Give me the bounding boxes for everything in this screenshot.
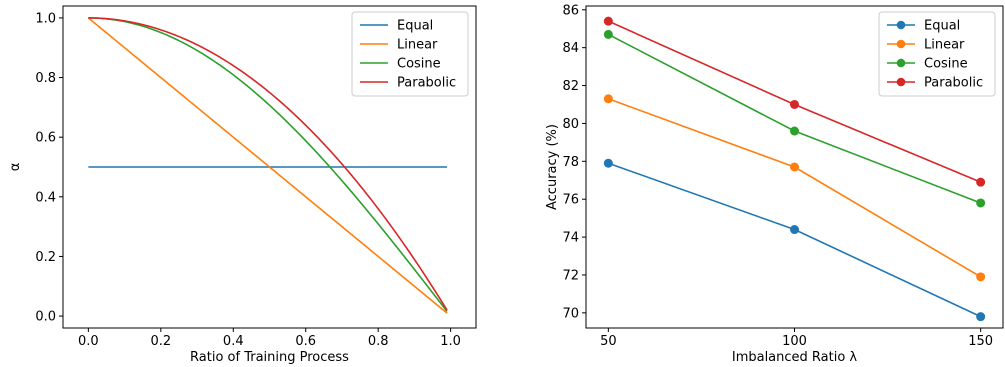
legend-label: Cosine bbox=[924, 57, 968, 72]
y-tick-label: 86 bbox=[562, 3, 579, 18]
data-point-equal bbox=[790, 225, 799, 235]
y-tick-label: 78 bbox=[562, 155, 579, 170]
series-line-equal bbox=[608, 162, 981, 318]
legend-label: Linear bbox=[924, 38, 965, 53]
plot-frame bbox=[62, 5, 477, 329]
series-line-linear bbox=[608, 98, 982, 278]
alpha-schedule-plot: 0.0 0.2 0.4 0.6 0.8 1.0 0.0 0.2 0.4 0.6 0.8 1.0 Rati… bbox=[8, 5, 477, 365]
x-tick-label: 0.4 bbox=[223, 334, 244, 349]
data-point-linear bbox=[976, 272, 986, 282]
data-point-equal bbox=[603, 158, 613, 168]
y-axis-label: Accuracy (%) bbox=[545, 124, 560, 210]
series-line-parabolic bbox=[88, 17, 448, 311]
data-point-parabolic bbox=[976, 177, 986, 187]
y-tick-label: 0.2 bbox=[35, 250, 56, 265]
y-tick-label: 70 bbox=[562, 306, 579, 321]
data-point-linear bbox=[603, 94, 613, 104]
legend-label: Equal bbox=[924, 19, 960, 34]
y-tick-label: 1.0 bbox=[35, 11, 56, 26]
data-point-cosine bbox=[976, 198, 986, 208]
y-tick-label: 72 bbox=[562, 268, 579, 283]
legend bbox=[351, 11, 469, 97]
y-tick-label: 80 bbox=[562, 117, 579, 132]
legend-label: Equal bbox=[397, 19, 433, 34]
x-tick-label: 1.0 bbox=[440, 334, 461, 349]
y-tick-label: 0.6 bbox=[35, 131, 56, 146]
legend-label: Cosine bbox=[397, 57, 441, 72]
legend-label: Parabolic bbox=[397, 76, 456, 91]
legend-marker bbox=[896, 58, 906, 68]
y-tick-label: 82 bbox=[562, 79, 579, 94]
y-tick-label: 76 bbox=[562, 193, 579, 208]
data-point-equal bbox=[976, 312, 986, 322]
x-tick-label: 0.6 bbox=[295, 334, 316, 349]
data-point-cosine bbox=[790, 126, 799, 136]
y-tick-label: 74 bbox=[562, 231, 579, 246]
x-tick-label: 150 bbox=[968, 334, 993, 349]
x-tick-label: 0.2 bbox=[150, 334, 171, 349]
x-axis-label: Ratio of Training Process bbox=[190, 350, 349, 365]
data-point-parabolic bbox=[603, 16, 613, 26]
y-tick-label: 0.0 bbox=[35, 310, 56, 325]
x-tick-label: 50 bbox=[600, 334, 617, 349]
x-tick-label: 0.8 bbox=[368, 334, 389, 349]
data-point-linear bbox=[790, 162, 799, 172]
y-tick-label: 84 bbox=[562, 41, 579, 56]
legend-label: Linear bbox=[397, 38, 438, 53]
series-line-linear bbox=[87, 17, 448, 314]
legend-label: Parabolic bbox=[924, 76, 983, 91]
data-point-parabolic bbox=[790, 99, 799, 109]
legend-marker bbox=[896, 20, 906, 30]
y-axis-label: α bbox=[8, 163, 23, 172]
data-point-cosine bbox=[603, 29, 613, 39]
legend-marker bbox=[896, 77, 906, 87]
x-tick-label: 0.0 bbox=[78, 334, 99, 349]
legend bbox=[878, 11, 996, 97]
x-axis-label: Imbalanced Ratio λ bbox=[732, 350, 858, 365]
series-line-cosine bbox=[88, 17, 448, 312]
y-tick-label: 0.4 bbox=[35, 190, 56, 205]
y-tick-label: 0.8 bbox=[35, 71, 56, 86]
accuracy-plot: 50 100 150 70 72 74 76 78 80 82 84 86 Imbalanced Rat… bbox=[545, 3, 1004, 365]
legend-marker bbox=[896, 39, 906, 49]
x-tick-label: 100 bbox=[782, 334, 807, 349]
